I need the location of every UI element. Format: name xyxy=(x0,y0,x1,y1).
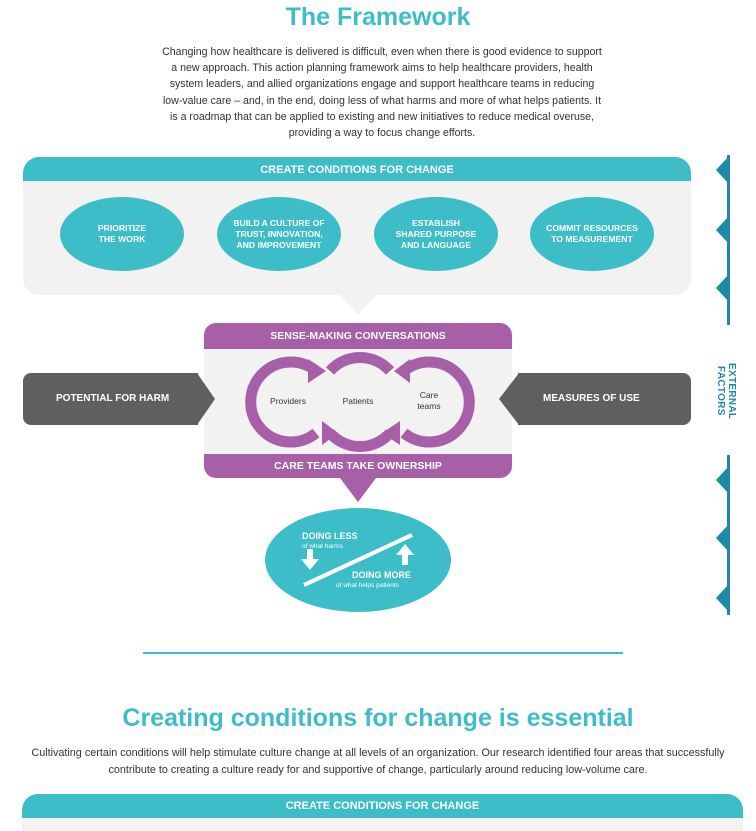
potential-for-harm-box: POTENTIAL FOR HARM xyxy=(23,373,198,425)
external-factors-bracket xyxy=(716,155,730,615)
condition-prioritize: PRIORITIZE THE WORK xyxy=(60,197,184,271)
section2-title: Creating conditions for change is essent… xyxy=(122,704,634,732)
section-divider xyxy=(143,652,623,654)
section2-panel xyxy=(22,818,743,831)
measures-of-use-arrow xyxy=(499,373,519,425)
doing-less-sub: of what harms xyxy=(302,543,344,550)
conditions-header: CREATE CONDITIONS FOR CHANGE xyxy=(23,157,691,181)
ownership-footer: CARE TEAMS TAKE OWNERSHIP xyxy=(204,454,512,478)
condition-shared-purpose: ESTABLISH SHARED PURPOSE AND LANGUAGE xyxy=(374,197,498,271)
conditions-pointer xyxy=(340,295,376,315)
page-title: The Framework xyxy=(285,3,471,31)
loop-label-care-teams: Care teams xyxy=(417,390,440,411)
intro-paragraph: Changing how healthcare is delivered is … xyxy=(162,46,602,140)
doing-less-title: DOING LESS xyxy=(302,531,358,541)
condition-measurement: COMMIT RESOURCES TO MEASUREMENT xyxy=(530,197,654,271)
outcome-oval: DOING LESS of what harms DOING MORE of w… xyxy=(265,508,451,612)
ownership-pointer xyxy=(340,478,376,502)
condition-culture: BUILD A CULTURE OF TRUST, INNOVATION, AN… xyxy=(217,197,341,271)
loop-label-providers: Providers xyxy=(270,396,306,406)
sense-making-loop: Providers Patients Care teams xyxy=(245,352,475,452)
measures-of-use-box: MEASURES OF USE xyxy=(518,373,691,425)
section2-conditions-header: CREATE CONDITIONS FOR CHANGE xyxy=(22,794,743,818)
loop-label-patients: Patients xyxy=(343,396,374,406)
potential-for-harm-arrow xyxy=(197,373,215,425)
section2-text: Cultivating certain conditions will help… xyxy=(31,747,725,776)
external-factors-label: EXTERNAL FACTORS xyxy=(715,362,737,420)
doing-more-title: DOING MORE xyxy=(352,570,411,580)
doing-more-sub: of what helps patients xyxy=(336,582,400,589)
sense-making-header: SENSE-MAKING CONVERSATIONS xyxy=(204,323,512,349)
